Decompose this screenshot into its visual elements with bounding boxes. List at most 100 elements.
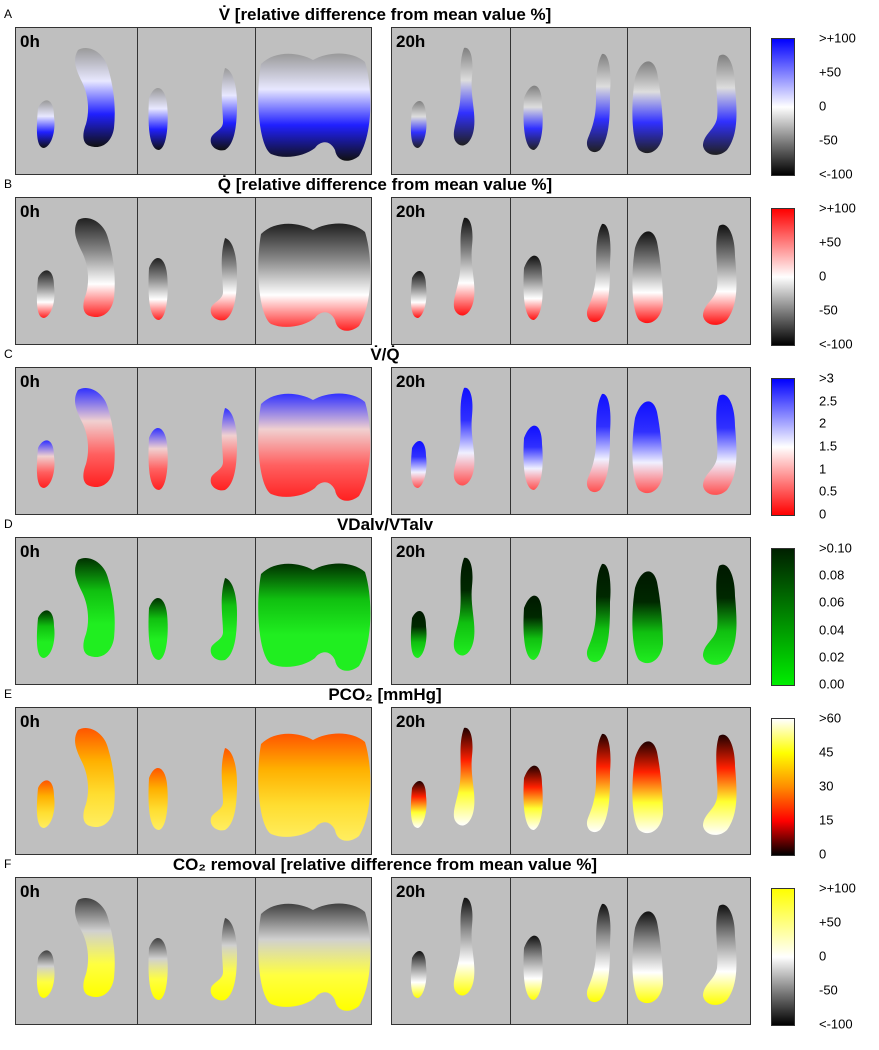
colorbar-tick-label: +50 [819,914,842,930]
divider [627,538,628,684]
lung-region [210,578,237,661]
panel-a: A V̇ [relative difference from mean value… [0,5,879,182]
divider [627,28,628,174]
panel-title: PCO₂ [mmHg] [328,685,442,704]
lung-region [453,387,475,486]
lung-region [410,271,427,318]
colorbar-tick-label: 0 [819,98,827,114]
colorbar-tick-label: <-100 [819,166,853,182]
colorbar-tick-label: +50 [819,234,842,250]
colorbar-tick-label: 0.08 [819,567,845,583]
lung-map [36,388,371,501]
image-group-20h: 20h [391,27,751,175]
divider [137,28,138,174]
lung-region [36,270,55,318]
colorbar-tick-label: 0 [819,268,827,284]
lung-region [148,427,168,490]
colorbar-tick-label: >+100 [819,200,856,216]
lung-map [36,218,371,331]
panel-letter: E [4,687,13,701]
colorbar-tick-label: 15 [819,812,834,828]
lung-region [258,393,371,501]
panel-title: Q̇ [relative difference from mean value … [217,175,553,194]
colorbar-tick-label: 0 [819,506,827,522]
colorbar-tick-label: -50 [819,302,838,318]
divider [255,878,256,1024]
colorbar-tick-label: >+100 [819,880,856,896]
divider [255,28,256,174]
lung-region [148,257,168,320]
colorbar-tick-label: 0.02 [819,649,845,665]
time-label: 0h [20,882,40,901]
colorbar-tick-label: >0.10 [819,540,852,556]
colorbar-tick-label: 0.00 [819,676,845,692]
lung-region [703,394,737,495]
time-label: 0h [20,202,40,221]
image-group-20h: 20h [391,537,751,685]
lung-region [523,765,543,830]
lung-region [75,728,115,828]
lung-region [703,564,737,665]
lung-region [258,53,371,161]
lung-region [210,918,237,1001]
image-group-0h: 0h [15,537,372,685]
lung-region [453,47,475,146]
colorbar-tick-label: +50 [819,64,842,80]
colorbar-tick-label: 45 [819,744,834,760]
lung-map [410,727,737,835]
lung-map [36,48,371,161]
panel-b: B Q̇ [relative difference from mean value… [0,175,879,352]
lung-region [75,388,115,488]
lung-region [586,563,611,663]
colorbar-tick-label: 0 [819,846,827,862]
lung-region [523,255,543,320]
lung-region [632,61,663,154]
lung-region [523,425,543,490]
panel-letter: C [4,347,13,361]
divider [255,368,256,514]
lung-region [703,734,737,835]
image-group-0h: 0h [15,707,372,855]
panel-letter: B [4,177,13,191]
divider [627,708,628,854]
lung-region [586,393,611,493]
lung-region [703,224,737,325]
image-group-20h: 20h [391,707,751,855]
divider [510,708,511,854]
image-group-0h: 0h [15,367,372,515]
colorbar-tick-label: 1 [819,461,827,477]
time-label: 20h [396,32,426,51]
colorbar-tick-label: 1.5 [819,438,838,454]
lung-region [632,401,663,494]
divider [627,198,628,344]
time-label: 20h [396,712,426,731]
lung-region [703,54,737,155]
lung-region [36,950,55,998]
lung-region [258,903,371,1011]
divider [510,198,511,344]
lung-map [410,217,737,325]
lung-region [453,897,475,996]
lung-region [586,903,611,1003]
lung-region [453,727,475,826]
lung-region [523,935,543,1000]
colorbar-tick-label: -50 [819,132,838,148]
image-group-0h: 0h [15,27,372,175]
lung-region [210,238,237,321]
lung-region [148,87,168,150]
lung-region [75,218,115,318]
time-label: 20h [396,372,426,391]
panel-title: VDalv/VTalv [336,515,434,534]
lung-region [258,733,371,841]
divider [255,198,256,344]
colorbar-tick-label: >60 [819,710,842,726]
lung-region [75,48,115,148]
lung-map [410,897,737,1005]
panel-letter: A [4,7,13,21]
lung-region [523,595,543,660]
colorbar-tick-label: 30 [819,778,834,794]
time-label: 20h [396,882,426,901]
lung-region [148,937,168,1000]
lung-region [632,741,663,834]
divider [137,708,138,854]
